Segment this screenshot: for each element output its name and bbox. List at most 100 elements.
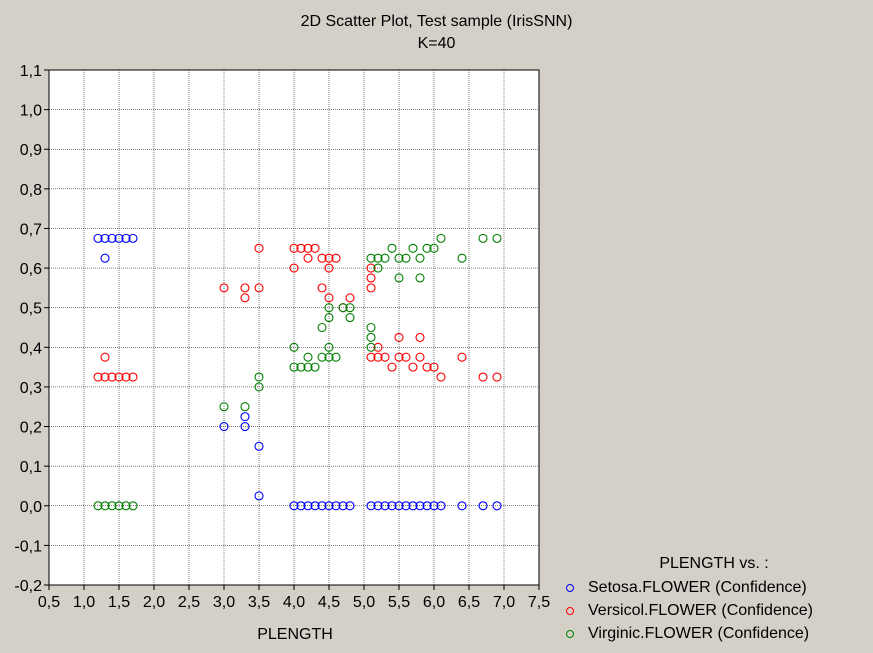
data-point-series-1 — [394, 332, 404, 342]
data-point-series-2 — [219, 402, 229, 412]
data-point-series-1 — [373, 352, 383, 362]
data-point-series-2 — [366, 342, 376, 352]
data-point-series-1 — [366, 263, 376, 273]
data-point-series-0 — [436, 501, 446, 511]
data-point-series-0 — [387, 501, 397, 511]
data-point-series-1 — [93, 372, 103, 382]
data-point-series-1 — [240, 283, 250, 293]
data-point-series-2 — [303, 362, 313, 372]
y-tick-label: 0,5 — [20, 301, 42, 318]
data-point-series-2 — [345, 303, 355, 313]
data-point-series-2 — [380, 253, 390, 263]
legend-label-virginic: Virginic.FLOWER (Confidence) — [588, 625, 810, 642]
data-point-series-1 — [380, 352, 390, 362]
data-point-series-0 — [100, 233, 110, 243]
data-point-series-0 — [415, 501, 425, 511]
data-point-series-2 — [310, 362, 320, 372]
data-point-series-1 — [366, 283, 376, 293]
data-point-series-1 — [296, 243, 306, 253]
data-point-series-1 — [436, 372, 446, 382]
data-point-series-1 — [254, 243, 264, 253]
x-tick-label: 3,5 — [248, 594, 270, 611]
legend-item-versicol: Versicol.FLOWER (Confidence) — [566, 601, 813, 621]
data-point-series-1 — [345, 293, 355, 303]
x-tick-label: 7,5 — [528, 594, 550, 611]
y-tick-label: 0,3 — [20, 380, 42, 397]
data-point-series-1 — [324, 293, 334, 303]
y-tick-label: 1,0 — [20, 103, 42, 120]
y-tick-label: 0,9 — [20, 142, 42, 159]
data-point-series-1 — [373, 342, 383, 352]
data-point-series-0 — [401, 501, 411, 511]
data-point-series-0 — [422, 501, 432, 511]
data-point-series-0 — [331, 501, 341, 511]
data-point-series-0 — [107, 233, 117, 243]
data-point-series-0 — [114, 233, 124, 243]
data-point-series-0 — [317, 501, 327, 511]
data-point-series-1 — [478, 372, 488, 382]
data-point-series-1 — [331, 253, 341, 263]
data-point-series-2 — [324, 313, 334, 323]
data-point-series-1 — [107, 372, 117, 382]
data-point-series-1 — [317, 283, 327, 293]
data-point-series-2 — [121, 501, 131, 511]
legend-item-setosa: Setosa.FLOWER (Confidence) — [566, 578, 807, 598]
data-point-series-2 — [331, 352, 341, 362]
data-points — [93, 233, 502, 511]
data-point-series-1 — [324, 263, 334, 273]
x-tick-label: 3,0 — [213, 594, 235, 611]
x-tick-label: 4,0 — [283, 594, 305, 611]
data-point-series-1 — [219, 283, 229, 293]
data-point-series-0 — [457, 501, 467, 511]
data-point-series-1 — [415, 352, 425, 362]
data-point-series-2 — [366, 332, 376, 342]
data-point-series-1 — [114, 372, 124, 382]
data-point-series-1 — [394, 352, 404, 362]
y-tick-label: 0,0 — [20, 499, 42, 516]
x-tick-label: 7,0 — [493, 594, 515, 611]
data-point-series-2 — [107, 501, 117, 511]
y-tick-label: 0,8 — [20, 182, 42, 199]
data-point-series-0 — [338, 501, 348, 511]
data-point-series-1 — [303, 243, 313, 253]
data-point-series-2 — [373, 263, 383, 273]
data-point-series-1 — [128, 372, 138, 382]
legend-item-virginic: Virginic.FLOWER (Confidence) — [566, 624, 809, 644]
legend-marker-setosa — [566, 584, 574, 592]
data-point-series-0 — [219, 421, 229, 432]
data-point-series-0 — [366, 501, 376, 511]
y-tick-label: 0,7 — [20, 221, 42, 238]
data-point-series-2 — [317, 322, 327, 333]
data-point-series-0 — [121, 233, 131, 243]
data-point-series-1 — [303, 253, 313, 263]
data-point-series-0 — [296, 501, 306, 511]
data-point-series-2 — [296, 362, 306, 372]
data-point-series-0 — [128, 233, 138, 243]
data-point-series-2 — [422, 243, 432, 253]
data-point-series-2 — [492, 233, 502, 243]
data-point-series-0 — [310, 501, 320, 511]
data-point-series-1 — [387, 362, 397, 372]
y-tick-label: 1,1 — [20, 63, 42, 80]
data-point-series-0 — [380, 501, 390, 511]
data-point-series-2 — [415, 273, 425, 283]
data-point-series-1 — [492, 372, 502, 382]
data-point-series-2 — [394, 273, 404, 283]
data-point-series-2 — [345, 313, 355, 323]
data-point-series-1 — [317, 253, 327, 263]
data-point-series-2 — [338, 303, 348, 313]
data-point-series-2 — [436, 233, 446, 243]
data-point-series-0 — [240, 412, 250, 422]
x-tick-label: 0,5 — [38, 594, 60, 611]
plot-area — [49, 70, 539, 585]
data-point-series-0 — [303, 501, 313, 511]
data-point-series-2 — [324, 352, 334, 362]
y-tick-label: 0,2 — [20, 420, 42, 437]
y-tick-label: 0,4 — [20, 340, 42, 357]
x-tick-label: 2,0 — [143, 594, 165, 611]
data-point-series-1 — [429, 362, 439, 372]
y-tick-label: -0,1 — [14, 538, 42, 555]
data-point-series-0 — [394, 501, 404, 511]
data-point-series-2 — [303, 352, 313, 362]
